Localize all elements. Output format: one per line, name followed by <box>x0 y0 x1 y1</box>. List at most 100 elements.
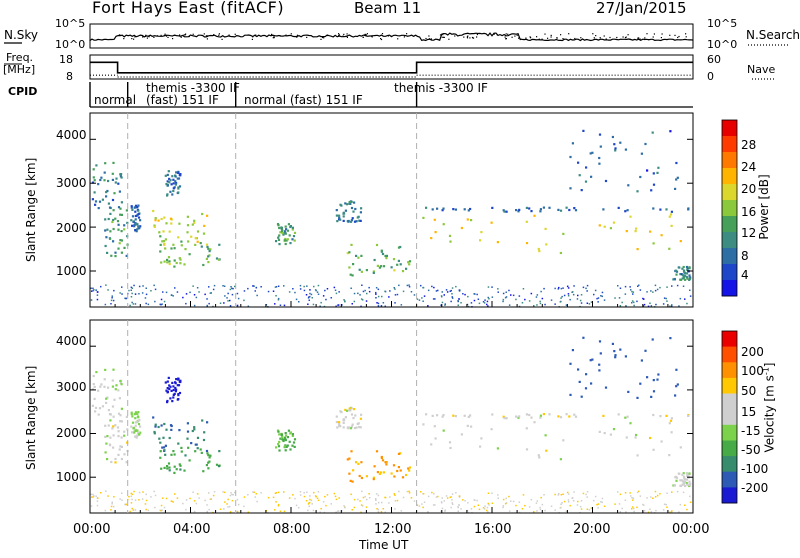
power-pixel <box>207 255 210 258</box>
power-pixel <box>639 289 642 291</box>
power-pixel <box>577 161 580 164</box>
velocity-colorbar-swatch <box>722 393 737 410</box>
power-pixel <box>153 225 156 228</box>
velocity-pixel <box>392 464 396 467</box>
power-pixel <box>142 285 144 287</box>
power-pixel <box>536 294 539 296</box>
velocity-pixel <box>322 501 325 503</box>
velocity-pixel <box>117 389 120 392</box>
velocity-pixel <box>590 382 593 385</box>
velocity-pixel <box>178 391 182 395</box>
nsearch-dot <box>505 38 507 40</box>
velocity-pixel <box>685 481 688 485</box>
nsearch-dot <box>428 35 430 37</box>
power-pixel <box>624 293 627 295</box>
velocity-pixel <box>119 414 122 417</box>
velocity-pixel <box>144 503 147 505</box>
velocity-pixel <box>350 493 352 496</box>
nsearch-dot <box>674 34 676 36</box>
power-pixel <box>600 295 602 297</box>
velocity-pixel <box>437 495 439 498</box>
power-pixel <box>467 295 469 298</box>
power-pixel <box>613 143 616 146</box>
velocity-pixel <box>104 435 107 438</box>
velocity-pixel <box>594 495 597 498</box>
velocity-pixel <box>344 506 346 509</box>
power-pixel <box>284 225 287 228</box>
power-pixel <box>152 209 155 213</box>
power-pixel <box>624 148 627 151</box>
velocity-pixel <box>357 498 359 501</box>
nsearch-dot <box>560 34 562 36</box>
xtick-1600: 16:00 <box>474 522 512 537</box>
velocity-pixel <box>124 503 126 506</box>
nsearch-dot <box>574 37 576 40</box>
velocity-pixel <box>230 492 232 494</box>
power-pixel <box>443 294 445 296</box>
power-pixel <box>539 300 541 303</box>
velocity-pixel <box>153 490 155 493</box>
power-pixel <box>425 206 428 209</box>
power-pixel <box>168 262 171 266</box>
velocity-pixel <box>663 503 666 505</box>
power-pixel <box>253 285 255 287</box>
velocity-colorbar-swatch <box>722 409 737 426</box>
power-pixel <box>104 303 107 306</box>
velocity-pixel <box>152 416 155 419</box>
power-pixel <box>138 226 141 229</box>
power-pixel <box>590 301 593 303</box>
power-pixel <box>466 303 469 306</box>
velocity-pixel <box>186 437 189 440</box>
velocity-pixel <box>171 400 174 403</box>
power-pixel <box>432 298 435 300</box>
power-pixel <box>666 300 668 302</box>
velocity-pixel <box>508 510 511 512</box>
velocity-pixel <box>208 460 211 463</box>
power-pixel <box>247 305 250 307</box>
velocity-pixel <box>669 337 672 340</box>
velocity-pixel <box>237 503 240 506</box>
power-pixel <box>487 296 489 299</box>
velocity-pixel <box>134 424 137 427</box>
velocity-pixel <box>448 441 452 444</box>
power-pixel <box>573 285 575 287</box>
power-pixel <box>166 194 169 197</box>
velocity-cbar-tick-50: 50 <box>741 384 757 398</box>
velocity-pixel <box>289 431 292 434</box>
power-pixel <box>201 212 204 216</box>
power-pixel <box>350 206 354 210</box>
power-pixel <box>650 189 653 192</box>
power-pixel <box>503 210 506 213</box>
velocity-pixel <box>557 494 560 496</box>
power-pixel <box>342 211 345 214</box>
velocity-pixel <box>483 508 486 510</box>
power-pixel <box>280 227 283 230</box>
velocity-pixel <box>585 373 588 376</box>
power-cbar-tick-12: 12 <box>741 226 757 240</box>
velocity-pixel <box>394 500 397 502</box>
power-pixel <box>569 187 572 190</box>
nsearch-dot <box>387 35 389 37</box>
power-pixel <box>688 274 691 277</box>
power-pixel <box>107 202 110 205</box>
velocity-pixel <box>336 426 339 429</box>
power-pixel <box>347 219 350 223</box>
power-pixel <box>170 222 173 225</box>
velocity-pixel <box>226 503 228 505</box>
power-pixel <box>397 246 401 249</box>
power-pixel <box>557 288 560 290</box>
power-pixel <box>470 302 473 304</box>
power-pixel <box>97 207 100 210</box>
nsearch-dot <box>255 34 257 36</box>
velocity-pixel <box>566 491 569 494</box>
power-pixel <box>656 171 659 174</box>
velocity-pixel <box>548 413 551 416</box>
velocity-pixel <box>158 437 161 440</box>
power-pixel <box>535 296 538 298</box>
velocity-pixel <box>525 448 529 451</box>
velocity-pixel <box>177 378 180 381</box>
velocity-pixel <box>308 505 310 507</box>
nsearch-dot <box>192 33 194 35</box>
nsearch-dot <box>381 33 384 35</box>
power-pixel <box>342 215 345 218</box>
